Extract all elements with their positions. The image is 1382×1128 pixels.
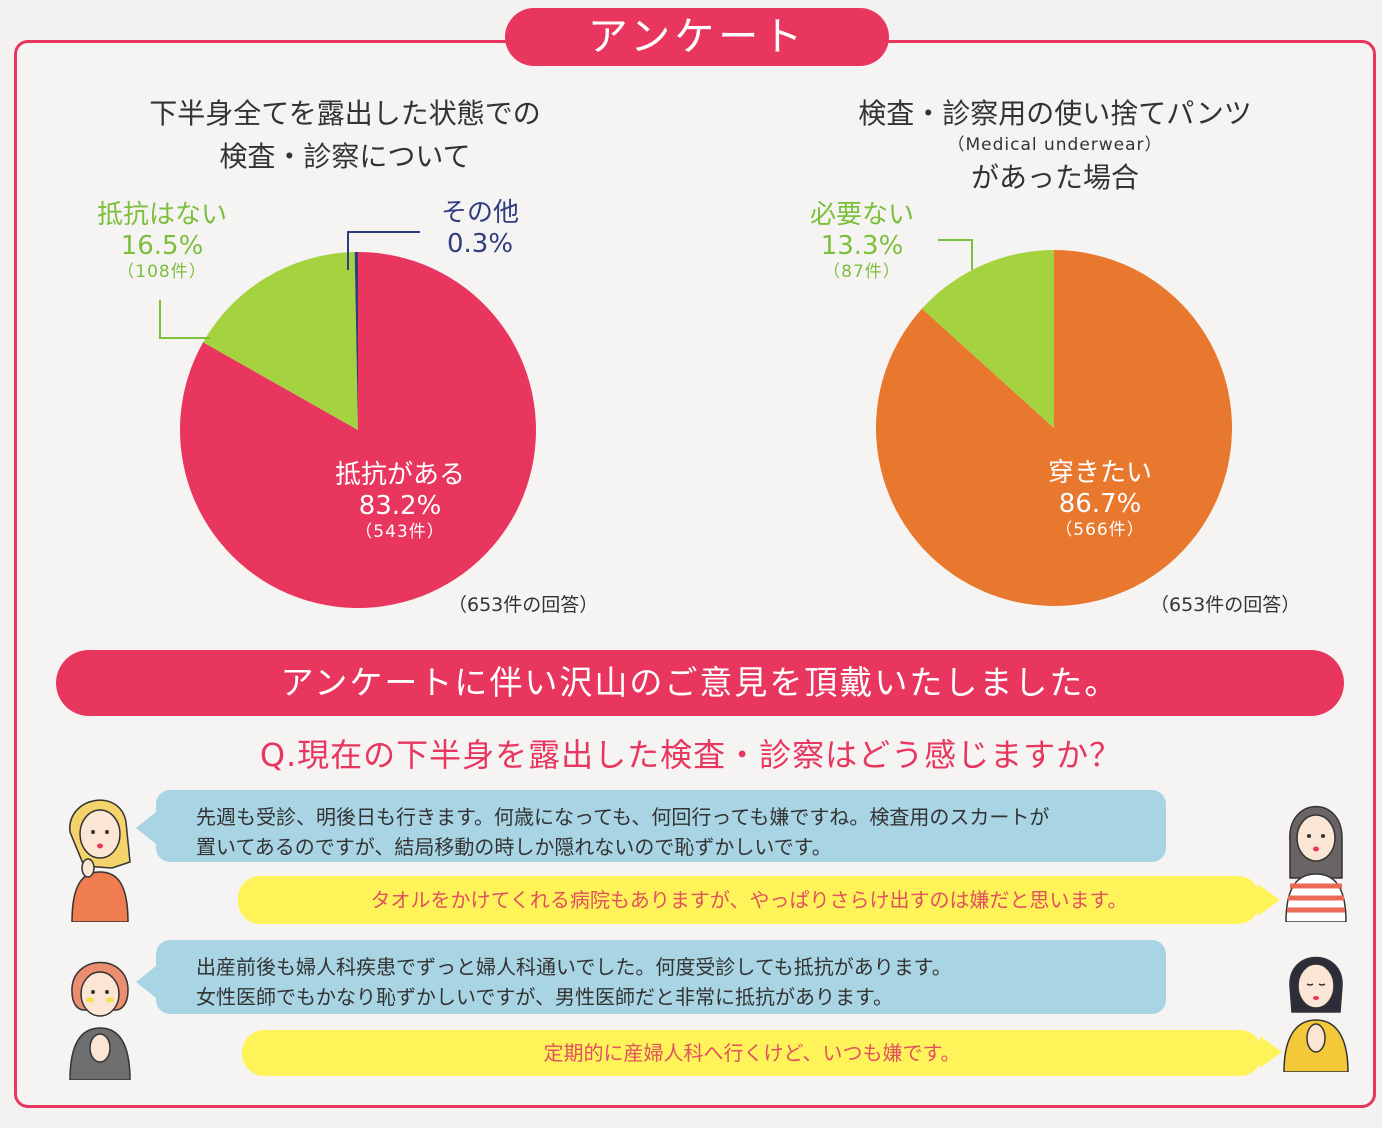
comment-3-line1: 出産前後も婦人科疾患でずっと婦人科通いでした。何度受診しても抵抗があります。 <box>196 955 952 979</box>
woman-yellow-sweater-avatar-icon <box>1283 956 1349 1072</box>
label-not-needed-pct: 13.3% <box>820 231 904 262</box>
label-not-needed: 必要ない 13.3% （87件） <box>782 200 942 283</box>
label-resistance-count: （543件） <box>355 522 445 543</box>
label-no-resistance: 抵抗はない 16.5% （108件） <box>82 200 242 283</box>
leader-line-no-resistance <box>159 300 210 339</box>
bubble-2-tail <box>1258 884 1280 916</box>
comment-2-line1: タオルをかけてくれる病院もありますが、やっぱりさらけ出すのは嫌だと思います。 <box>370 888 1128 912</box>
pie-slice-必要ない <box>921 250 1054 428</box>
label-not-needed-name: 必要ない <box>809 200 914 230</box>
leader-line-other <box>347 231 420 270</box>
comment-bubble-4: 定期的に産婦人科へ行くけど、いつも嫌です。 <box>242 1030 1262 1076</box>
chart2-title: 検査・診察用の使い捨てパンツ （Medical underwear） があった場… <box>820 92 1290 199</box>
chart2-title-line2: があった場合 <box>970 160 1139 194</box>
label-want-to-wear-pct: 86.7% <box>1058 489 1142 520</box>
comment-3-line2: 女性医師でもかなり恥ずかしいですが、男性医師だと非常に抵抗があります。 <box>196 985 893 1009</box>
label-resistance-pct: 83.2% <box>358 491 442 522</box>
pie-slice-抵抗がある <box>179 252 536 608</box>
comment-1-line2: 置いてあるのですが、結局移動の時しか隠れないので恥ずかしいです。 <box>196 835 832 859</box>
comment-4-line1: 定期的に産婦人科へ行くけど、いつも嫌です。 <box>543 1041 961 1065</box>
chart2-title-sub: （Medical underwear） <box>947 135 1163 156</box>
comment-bubble-3: 出産前後も婦人科疾患でずっと婦人科通いでした。何度受診しても抵抗があります。 女… <box>156 940 1166 1014</box>
chart1-title-line1: 下半身全てを露出した状態での <box>149 97 541 130</box>
question-heading: Q.現在の下半身を露出した検査・診察はどう感じますか？ <box>259 736 1123 774</box>
comment-1-line1: 先週も受診、明後日も行きます。何歳になっても、何回行っても嫌ですね。検査用のスカ… <box>196 805 1050 829</box>
label-other-pct: 0.3% <box>446 229 514 260</box>
pie-chart-1 <box>179 252 536 608</box>
label-no-resistance-pct: 16.5% <box>120 231 204 262</box>
chart1-title: 下半身全てを露出した状態での 検査・診察について <box>110 92 580 179</box>
leader-line-not-needed <box>938 239 973 270</box>
label-other-name: その他 <box>440 198 519 228</box>
survey-title: アンケート <box>505 8 889 66</box>
bubble-3-tail <box>136 966 156 998</box>
opinions-banner: アンケートに伴い沢山のご意見を頂戴いたしました。 <box>56 650 1344 716</box>
label-want-to-wear-count: （566件） <box>1055 520 1145 541</box>
chart2-total: （653件の回答） <box>1150 594 1301 616</box>
label-not-needed-count: （87件） <box>823 262 901 283</box>
chart1-title-line2: 検査・診察について <box>219 140 471 174</box>
label-want-to-wear: 穿きたい 86.7% （566件） <box>1000 458 1200 541</box>
label-other: その他 0.3% <box>420 198 540 260</box>
bubble-4-tail <box>1260 1036 1282 1068</box>
label-no-resistance-count: （108件） <box>117 262 207 283</box>
woman-redhair-avatar-icon <box>69 961 131 1080</box>
comment-bubble-1: 先週も受診、明後日も行きます。何歳になっても、何回行っても嫌ですね。検査用のスカ… <box>156 790 1166 862</box>
bubble-1-tail <box>136 812 156 844</box>
chart1-total: （653件の回答） <box>448 594 599 616</box>
pie-chart-2 <box>876 250 1232 606</box>
pie-slice-抵抗はない <box>203 252 358 430</box>
pie1-leader-lines <box>159 231 973 339</box>
comment-bubble-2: タオルをかけてくれる病院もありますが、やっぱりさらけ出すのは嫌だと思います。 <box>238 876 1260 924</box>
label-no-resistance-name: 抵抗はない <box>96 200 227 230</box>
label-resistance: 抵抗がある 83.2% （543件） <box>300 460 500 543</box>
woman-striped-avatar-icon <box>1285 805 1347 922</box>
woman-blonde-avatar-icon <box>69 799 131 922</box>
label-want-to-wear-name: 穿きたい <box>1047 458 1152 488</box>
label-resistance-name: 抵抗がある <box>334 460 465 490</box>
pie-slice-その他 <box>354 252 358 430</box>
chart2-title-line1: 検査・診察用の使い捨てパンツ <box>858 97 1252 130</box>
